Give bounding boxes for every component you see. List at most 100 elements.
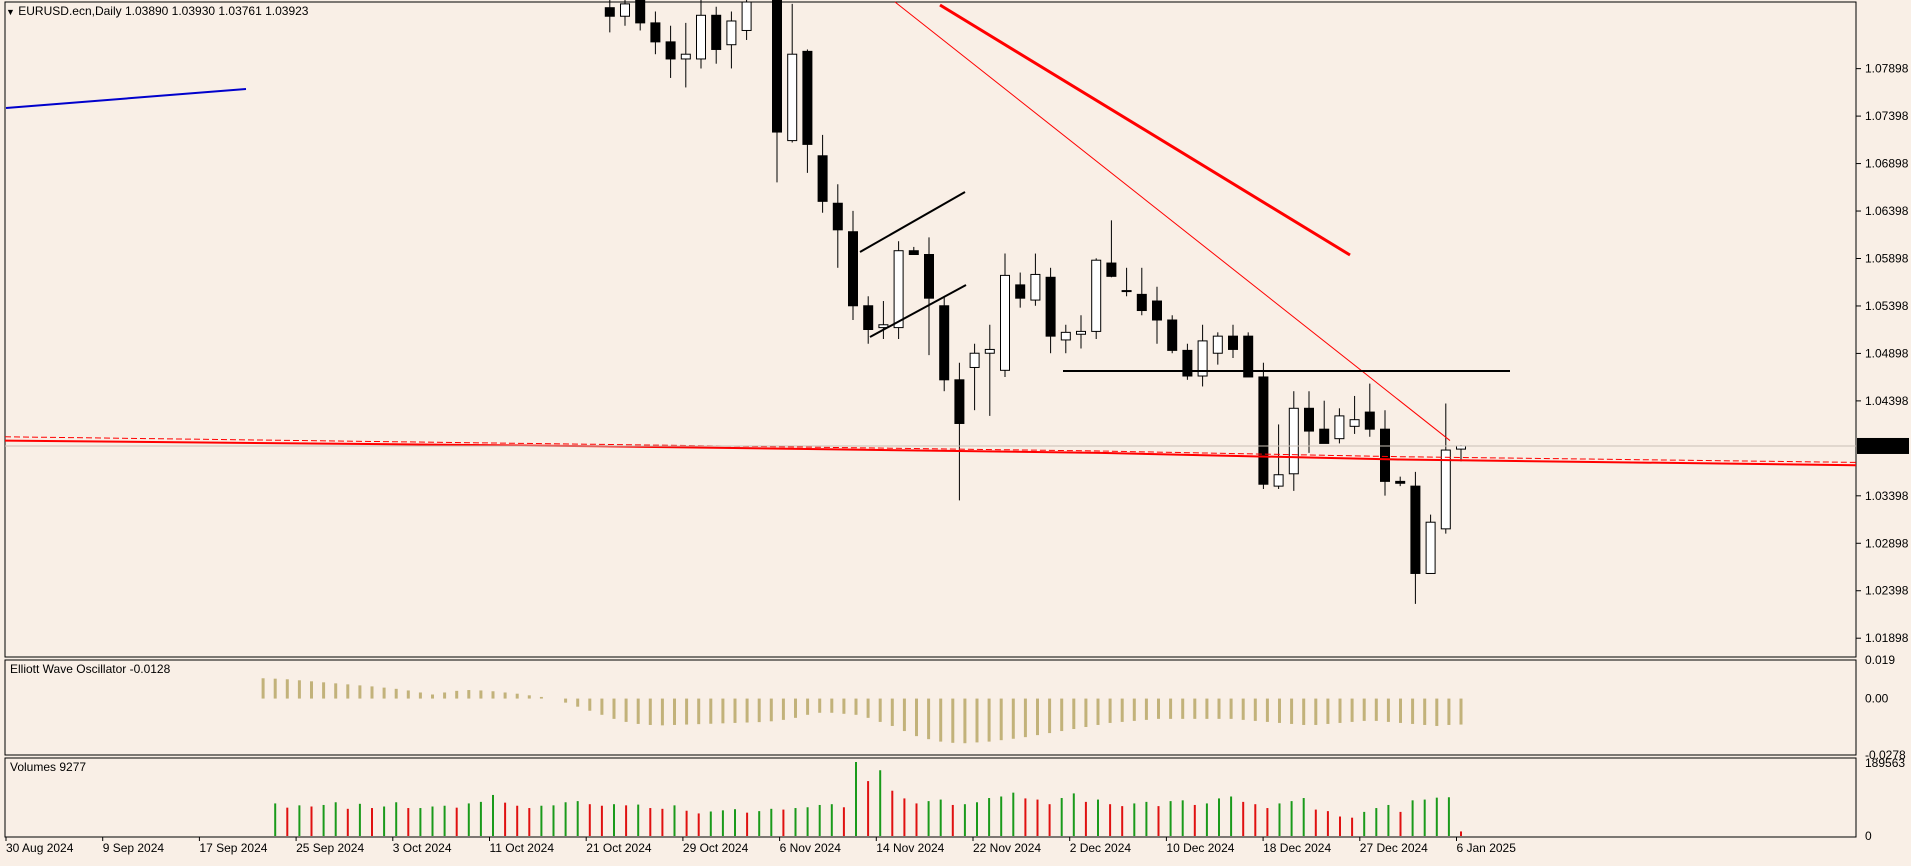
candle <box>893 241 904 339</box>
volume-tick-label: 189563 <box>1865 756 1905 770</box>
candle <box>984 324 995 416</box>
moving-average-dashed-line <box>4 436 1857 463</box>
date-tick-label: 14 Nov 2024 <box>876 841 944 855</box>
candle <box>726 11 737 69</box>
candle <box>1121 267 1132 297</box>
candle-body <box>1106 262 1117 277</box>
date-tick-label: 27 Dec 2024 <box>1360 841 1428 855</box>
candle <box>1152 286 1162 344</box>
price-tick-label: 1.07898 <box>1865 62 1909 76</box>
candle <box>878 301 889 339</box>
candle <box>1136 267 1147 316</box>
price-tick-label: 1.04398 <box>1865 394 1909 408</box>
candle-body <box>848 231 858 307</box>
candle-body <box>802 50 813 145</box>
candle <box>1182 343 1193 380</box>
candle-body <box>635 0 646 24</box>
candle-body <box>1212 335 1223 354</box>
date-tick-label: 18 Dec 2024 <box>1263 841 1331 855</box>
candle-body <box>1121 290 1132 293</box>
thin-red-trendline <box>894 1 1451 441</box>
candle-body <box>1425 521 1436 574</box>
candle-body <box>1015 284 1026 299</box>
candle <box>802 49 813 173</box>
date-tick-label: 9 Sep 2024 <box>103 841 165 855</box>
candle-body <box>1243 335 1254 378</box>
candle <box>635 0 646 31</box>
candle-body <box>1380 428 1390 482</box>
candle-body <box>1000 274 1010 371</box>
candle-body <box>650 22 661 43</box>
date-tick-label: 6 Jan 2025 <box>1457 841 1517 855</box>
candle-body <box>711 14 722 50</box>
candle <box>954 362 965 501</box>
date-tick-label: 21 Oct 2024 <box>586 841 652 855</box>
candle-body <box>787 53 798 142</box>
current-price-label: 1.03923 <box>1863 439 1907 453</box>
candle-body <box>817 155 828 202</box>
candle <box>1395 476 1406 487</box>
oscillator-label: Elliott Wave Oscillator -0.0128 <box>10 662 171 676</box>
candle <box>848 210 858 321</box>
candle <box>1425 514 1436 574</box>
candle-body <box>969 352 980 368</box>
candle <box>1243 332 1254 378</box>
candle <box>1076 315 1086 349</box>
candle <box>1015 272 1026 308</box>
candle <box>1319 400 1330 444</box>
price-tick-label: 1.06898 <box>1865 157 1909 171</box>
candle-body <box>604 7 615 17</box>
candle-body <box>772 0 782 133</box>
candle-body <box>1167 319 1178 351</box>
candle-body <box>1334 415 1345 440</box>
candle <box>1440 403 1451 534</box>
candle <box>1456 445 1466 462</box>
candle-body <box>908 250 919 256</box>
candle <box>711 6 722 64</box>
candle-body <box>939 305 950 381</box>
candle-body <box>726 20 737 46</box>
candle <box>696 0 706 69</box>
candle-body <box>1091 259 1102 332</box>
date-tick-label: 29 Oct 2024 <box>683 841 749 855</box>
channel-lower-line <box>869 284 967 338</box>
volume-label: Volumes 9277 <box>10 760 87 774</box>
candle <box>1091 258 1102 339</box>
candle-body <box>1395 480 1406 484</box>
candle-body <box>680 53 691 60</box>
oscillator-tick-label: 0.019 <box>1865 653 1895 667</box>
candle-body <box>1060 331 1071 341</box>
candle <box>1212 332 1223 365</box>
date-tick-label: 3 Oct 2024 <box>393 841 452 855</box>
price-tick-label: 1.03398 <box>1865 489 1909 503</box>
candle-body <box>832 202 843 231</box>
price-tick-label: 1.05898 <box>1865 251 1909 265</box>
triangle-down-icon[interactable]: ▼ <box>6 7 15 17</box>
candle-body <box>1304 407 1314 432</box>
volume-panel-frame <box>4 757 1857 838</box>
candle <box>1000 253 1010 377</box>
channel-upper-line <box>859 191 966 253</box>
price-tick-label: 1.02398 <box>1865 584 1909 598</box>
oscillator-tick-label: -0.0278 <box>1865 748 1906 762</box>
oscillator-tick-label: 0.00 <box>1865 692 1889 706</box>
moving-average-line <box>4 439 1857 467</box>
candle-body <box>1045 276 1056 337</box>
date-tick-label: 10 Dec 2024 <box>1166 841 1234 855</box>
candle-body <box>620 3 630 17</box>
candle <box>620 0 630 26</box>
candle-body <box>1410 485 1421 574</box>
candle <box>1228 324 1238 358</box>
candle <box>1258 362 1269 489</box>
symbol-title: EURUSD.ecn,Daily 1.03890 1.03930 1.03761… <box>18 4 309 18</box>
candle-body <box>863 305 874 331</box>
price-tick-label: 1.01898 <box>1865 631 1909 645</box>
candle <box>772 0 782 183</box>
date-tick-label: 2 Dec 2024 <box>1070 841 1132 855</box>
candle-body <box>696 14 706 60</box>
candle-body <box>1182 349 1193 377</box>
thick-red-trendline <box>939 3 1351 257</box>
candle <box>1197 324 1208 387</box>
candle-body <box>665 41 676 60</box>
